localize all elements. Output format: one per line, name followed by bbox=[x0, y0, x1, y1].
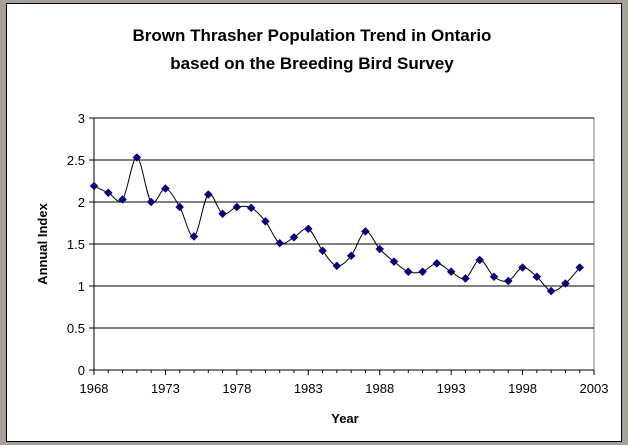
data-point bbox=[289, 232, 299, 242]
data-point bbox=[389, 257, 399, 266]
data-point bbox=[475, 255, 485, 265]
data-point bbox=[461, 274, 470, 283]
data-point bbox=[503, 276, 513, 286]
data-point bbox=[518, 263, 527, 272]
data-point bbox=[432, 258, 442, 268]
data-point bbox=[532, 272, 542, 282]
data-series bbox=[89, 153, 585, 296]
chart-frame: Brown Thrasher Population Trend in Ontar… bbox=[6, 3, 622, 442]
y-tick-label: 0.5 bbox=[67, 321, 85, 336]
tick-labels: 0 0.5 1 1.5 2 2.5 3 1968 1973 1978 1983 1988 1993 199… bbox=[67, 111, 609, 396]
data-point bbox=[261, 216, 270, 226]
x-tick-label: 1993 bbox=[437, 381, 466, 396]
data-point bbox=[361, 227, 370, 236]
chart-title-line-1: Brown Thrasher Population Trend in Ontar… bbox=[133, 26, 492, 45]
y-axis-label: Annual Index bbox=[35, 202, 50, 284]
data-point bbox=[346, 251, 356, 261]
data-point bbox=[318, 246, 327, 256]
y-tick-label: 2.5 bbox=[67, 153, 85, 168]
x-tick-label: 1983 bbox=[294, 381, 323, 396]
data-point bbox=[275, 238, 285, 248]
x-tick-label: 1978 bbox=[222, 381, 251, 396]
x-axis-label: Year bbox=[331, 411, 358, 426]
y-tick-label: 1.5 bbox=[67, 237, 85, 252]
axes bbox=[89, 117, 595, 375]
line-chart: Brown Thrasher Population Trend in Ontar… bbox=[35, 26, 609, 426]
data-point bbox=[446, 267, 456, 277]
x-tick-label: 1998 bbox=[508, 381, 537, 396]
x-tick-label: 1968 bbox=[80, 381, 109, 396]
data-point bbox=[146, 197, 156, 207]
y-tick-label: 0 bbox=[78, 363, 85, 378]
data-point bbox=[246, 203, 256, 213]
data-point bbox=[575, 263, 585, 272]
data-point bbox=[103, 188, 113, 198]
data-point bbox=[161, 184, 170, 193]
y-tick-label: 1 bbox=[78, 279, 85, 294]
data-point bbox=[546, 286, 556, 296]
gridlines bbox=[94, 117, 594, 329]
data-point bbox=[189, 232, 199, 241]
chart-title-line-2: based on the Breeding Bird Survey bbox=[170, 54, 454, 73]
y-tick-label: 2 bbox=[78, 195, 85, 210]
data-point bbox=[175, 202, 185, 212]
data-point bbox=[132, 153, 142, 162]
data-point bbox=[89, 181, 99, 191]
data-point bbox=[561, 279, 570, 288]
data-point bbox=[489, 272, 499, 282]
data-point bbox=[118, 195, 127, 204]
data-point bbox=[375, 244, 385, 254]
y-tick-label: 3 bbox=[78, 111, 85, 126]
x-tick-label: 2003 bbox=[580, 381, 609, 396]
x-tick-label: 1973 bbox=[151, 381, 180, 396]
data-point bbox=[403, 267, 413, 277]
data-point bbox=[232, 202, 242, 212]
data-point bbox=[418, 267, 427, 277]
x-tick-label: 1988 bbox=[365, 381, 394, 396]
data-point bbox=[303, 224, 313, 234]
data-point bbox=[203, 190, 213, 199]
data-point bbox=[218, 209, 227, 219]
data-point bbox=[332, 261, 342, 271]
